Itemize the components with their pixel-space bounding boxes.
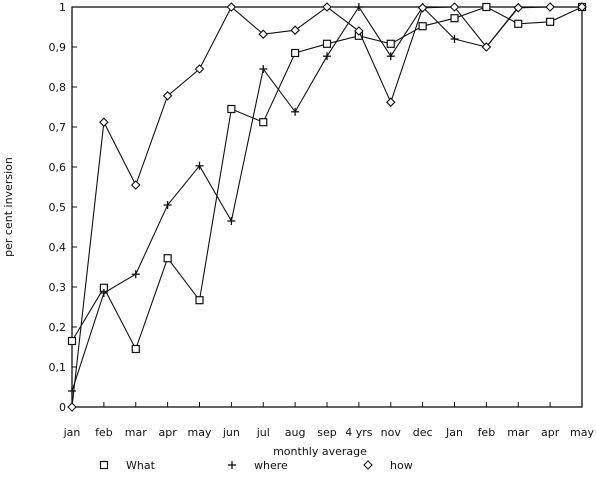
legend-entry: how [363, 459, 413, 472]
x-tick-label: feb [95, 426, 113, 439]
data-point-plus [450, 35, 459, 43]
data-point-square [291, 48, 300, 58]
data-point-diamond [290, 25, 300, 35]
data-point-diamond [162, 91, 173, 101]
legend-label: What [126, 459, 156, 472]
axes [71, 6, 583, 408]
data-point-diamond [354, 26, 364, 36]
x-tick-label: mar [125, 426, 147, 439]
legend-entry: where [228, 459, 288, 472]
x-tick-label: jun [222, 426, 240, 439]
data-point-square [418, 22, 427, 31]
data-point-plus [323, 52, 331, 61]
y-tick-label: 0,3 [49, 281, 67, 294]
data-point-diamond [385, 97, 396, 107]
data-point-diamond [258, 29, 269, 39]
x-axis-title: monthly average [273, 445, 367, 458]
y-tick-label: 0 [59, 401, 66, 414]
y-tick-label: 0,7 [49, 121, 67, 134]
data-point-diamond [577, 2, 587, 12]
data-point-square [450, 14, 459, 23]
legend: What where how [99, 459, 413, 472]
legend-label: how [390, 459, 413, 472]
data-point-plus [354, 3, 363, 11]
data-point-square [227, 104, 236, 114]
series-line [71, 5, 582, 392]
series-what [67, 2, 587, 354]
legend-marker-plus [228, 461, 236, 469]
y-tick-label: 0,8 [49, 81, 67, 94]
data-point-diamond [130, 180, 141, 190]
x-tick-label: nov [381, 426, 402, 439]
y-tick-label: 0,5 [49, 201, 67, 214]
data-point-diamond [322, 2, 332, 12]
data-point-plus [99, 289, 108, 297]
data-point-plus [386, 52, 395, 61]
y-tick-label: 0,4 [49, 241, 67, 254]
data-point-diamond [417, 3, 428, 13]
y-tick-label: 0,6 [49, 161, 67, 174]
data-point-square [195, 296, 204, 305]
data-point-square [67, 336, 77, 346]
series-how [67, 2, 587, 412]
data-point-diamond [226, 2, 237, 12]
data-point-square [482, 2, 491, 12]
data-point-square [163, 254, 172, 263]
data-point-square [546, 17, 555, 26]
x-tick-label: dec [413, 426, 433, 439]
x-tick-label: apr [159, 426, 178, 439]
x-tick-label: jan [63, 426, 81, 439]
data-point-plus [259, 65, 268, 73]
data-point-square [322, 39, 332, 48]
plot-frame [71, 6, 583, 408]
data-point-diamond [513, 3, 524, 13]
x-tick-label: apr [541, 426, 560, 439]
data-point-diamond [67, 402, 77, 412]
legend-label: where [254, 459, 288, 472]
y-tick-label: 1 [59, 1, 66, 14]
x-tick-label: Jan [445, 426, 463, 439]
data-point-square [514, 19, 523, 28]
x-tick-label: jul [256, 426, 270, 439]
x-tick-label: may [188, 426, 212, 439]
series-where [68, 3, 586, 395]
legend-marker-square [99, 460, 109, 470]
legend-marker-diamond [363, 460, 373, 470]
x-tick-label: may [570, 426, 594, 439]
data-point-plus [291, 107, 300, 116]
series-group [67, 2, 587, 412]
series-line [71, 6, 582, 408]
data-point-diamond [99, 117, 109, 127]
data-point-square [259, 118, 268, 127]
data-point-plus [163, 201, 172, 209]
y-tick-label: 0,1 [49, 361, 67, 374]
data-point-plus [68, 387, 76, 395]
data-point-plus [195, 161, 204, 170]
data-point-plus [227, 217, 236, 225]
legend-entry: What [99, 459, 156, 472]
y-tick-label: 0,2 [49, 321, 67, 334]
x-tick-label: feb [478, 426, 496, 439]
x-tick-label: sep [317, 426, 336, 439]
data-point-diamond [545, 2, 555, 12]
data-point-square [131, 344, 140, 354]
data-point-diamond [481, 42, 492, 52]
x-tick-label: aug [285, 426, 306, 439]
data-point-plus [131, 270, 140, 279]
x-tick-label: 4 yrs [345, 426, 373, 439]
y-tick-label: 0,9 [49, 41, 67, 54]
data-point-diamond [449, 2, 460, 12]
x-tick-label: mar [507, 426, 529, 439]
data-point-square [386, 39, 395, 48]
y-axis-title: per cent inversion [2, 157, 15, 257]
data-point-diamond [194, 64, 205, 74]
